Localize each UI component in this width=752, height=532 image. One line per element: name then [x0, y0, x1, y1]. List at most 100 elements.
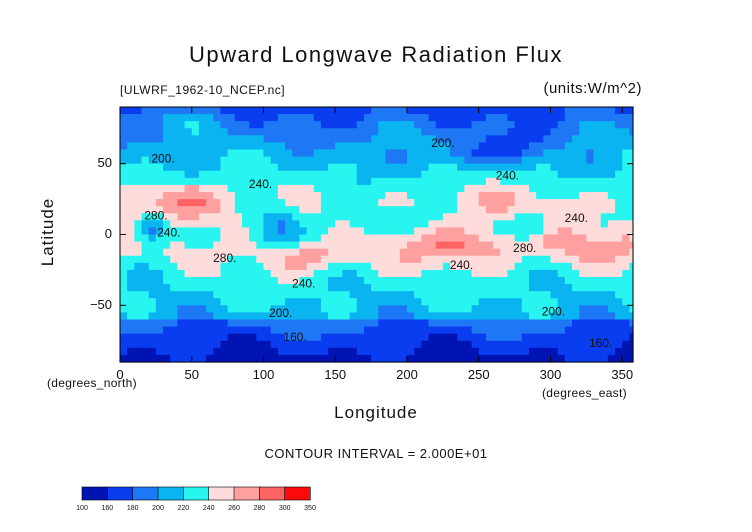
- field-cell: [493, 199, 501, 207]
- field-cell: [249, 227, 257, 236]
- field-cell: [464, 277, 473, 285]
- field-cell: [600, 135, 609, 144]
- field-cell: [155, 347, 164, 356]
- field-cell: [392, 121, 401, 129]
- field-cell: [134, 149, 143, 158]
- field-cell: [177, 206, 186, 214]
- field-cell: [428, 298, 437, 306]
- field-cell: [170, 163, 178, 172]
- field-cell: [234, 269, 243, 278]
- field-cell: [557, 248, 566, 257]
- field-cell: [521, 234, 530, 243]
- field-cell: [471, 184, 480, 193]
- field-cell: [442, 128, 451, 136]
- field-cell: [141, 170, 150, 179]
- field-cell: [385, 184, 394, 193]
- field-cell: [600, 114, 609, 122]
- field-cell: [170, 340, 178, 349]
- field-cell: [442, 220, 451, 229]
- field-cell: [220, 354, 229, 363]
- field-cell: [249, 241, 257, 250]
- field-cell: [177, 347, 186, 356]
- field-cell: [155, 340, 164, 349]
- y-tick-label: 0: [105, 226, 112, 241]
- field-cell: [543, 121, 552, 129]
- field-cell: [435, 262, 444, 271]
- x-tick-label: 50: [185, 367, 199, 382]
- field-cell: [155, 255, 164, 264]
- field-cell: [543, 248, 552, 257]
- field-cell: [550, 142, 559, 151]
- field-cell: [421, 135, 430, 144]
- field-cell: [220, 319, 229, 328]
- field-cell: [471, 135, 480, 144]
- field-cell: [485, 277, 494, 285]
- field-cell: [163, 114, 171, 122]
- field-cell: [299, 128, 308, 136]
- field-cell: [213, 220, 222, 229]
- field-cell: [256, 121, 265, 129]
- field-cell: [593, 177, 602, 186]
- field-cell: [550, 262, 559, 271]
- field-cell: [392, 128, 401, 136]
- field-cell: [485, 305, 494, 314]
- field-cell: [385, 326, 394, 335]
- field-cell: [500, 248, 509, 257]
- field-cell: [450, 142, 458, 151]
- field-cell: [198, 220, 207, 229]
- field-cell: [292, 269, 300, 278]
- field-cell: [313, 213, 322, 221]
- field-cell: [191, 333, 200, 342]
- field-cell: [277, 269, 286, 278]
- field-cell: [557, 305, 566, 314]
- field-cell: [191, 298, 200, 306]
- field-cell: [615, 177, 623, 186]
- field-cell: [313, 284, 322, 292]
- contour-label: 200.: [151, 152, 174, 166]
- contour-label: 240.: [157, 225, 180, 239]
- field-cell: [134, 298, 143, 306]
- field-cell: [457, 170, 465, 179]
- field-cell: [249, 121, 257, 129]
- field-cell: [392, 192, 401, 200]
- field-cell: [564, 206, 573, 214]
- field-cell: [528, 248, 537, 257]
- field-cell: [206, 177, 214, 186]
- field-cell: [371, 142, 379, 151]
- field-cell: [450, 149, 458, 158]
- field-cell: [378, 354, 387, 363]
- field-cell: [514, 149, 523, 158]
- field-cell: [371, 305, 379, 314]
- field-cell: [478, 340, 487, 349]
- field-cell: [134, 305, 143, 314]
- field-cell: [356, 135, 365, 144]
- field-cell: [349, 340, 358, 349]
- field-cell: [163, 128, 171, 136]
- field-cell: [507, 149, 516, 158]
- field-cell: [493, 156, 501, 165]
- field-cell: [141, 206, 150, 214]
- field-cell: [478, 121, 487, 129]
- field-cell: [521, 206, 530, 214]
- field-cell: [629, 298, 634, 306]
- field-cell: [442, 241, 451, 250]
- field-cell: [478, 347, 487, 356]
- field-cell: [493, 121, 501, 129]
- field-cell: [399, 199, 408, 207]
- field-cell: [170, 354, 178, 363]
- field-cell: [514, 284, 523, 292]
- field-cell: [457, 227, 465, 236]
- field-cell: [277, 206, 286, 214]
- field-cell: [206, 354, 214, 363]
- field-cell: [342, 269, 351, 278]
- field-cell: [134, 177, 143, 186]
- field-cell: [622, 262, 631, 271]
- colorbar-swatch: [208, 486, 235, 501]
- field-cell: [127, 206, 135, 214]
- field-cell: [191, 156, 200, 165]
- field-cell: [557, 291, 566, 299]
- field-cell: [435, 298, 444, 306]
- field-cell: [586, 142, 595, 151]
- field-cell: [435, 163, 444, 172]
- field-cell: [349, 305, 358, 314]
